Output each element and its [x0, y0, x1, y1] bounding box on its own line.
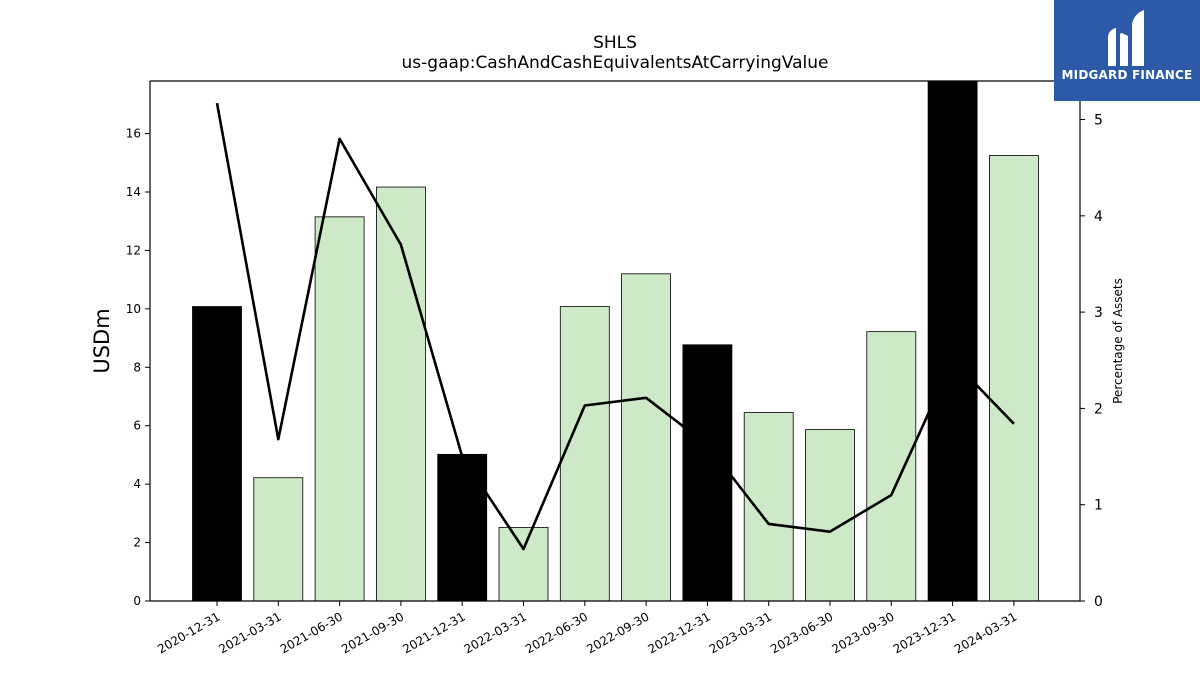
bars-group	[192, 80, 1039, 602]
bar	[989, 155, 1039, 602]
x-tick-label: 2020-12-31	[155, 609, 222, 656]
bar	[498, 526, 549, 602]
y2-tick-label: 4	[1094, 209, 1103, 225]
y2-tick-label: 3	[1094, 305, 1103, 321]
bar	[437, 453, 488, 602]
bar	[743, 412, 794, 602]
y-tick-label: 0	[133, 594, 141, 608]
bar	[682, 344, 733, 602]
y-tick-label: 2	[133, 536, 141, 550]
y2-tick-label: 0	[1094, 594, 1103, 610]
y-tick-label: 6	[133, 419, 141, 433]
bar	[192, 306, 242, 602]
x-tick-label: 2024-03-31	[952, 609, 1019, 656]
x-tick-label: 2023-09-30	[829, 609, 896, 656]
x-tick-label: 2021-06-30	[278, 609, 345, 656]
bar	[805, 429, 855, 602]
y-tick-label: 12	[126, 243, 141, 257]
bar	[314, 216, 365, 602]
y-tick-label: 10	[126, 302, 141, 316]
x-tick-label: 2023-12-31	[891, 609, 958, 656]
y2-axis-label: Percentage of Assets	[1111, 278, 1125, 404]
y-tick-label: 16	[126, 127, 141, 141]
chart-subtitle: us-gaap:CashAndCashEquivalentsAtCarrying…	[402, 53, 829, 73]
x-tick-label: 2021-03-31	[216, 609, 283, 656]
y2-tick-label: 5	[1094, 113, 1103, 129]
chart-title: SHLS	[593, 33, 637, 53]
bar	[253, 477, 304, 602]
y-tick-label: 4	[133, 477, 141, 491]
y-tick-label: 8	[133, 360, 141, 374]
line-group	[215, 102, 1015, 551]
x-tick-label: 2021-09-30	[339, 609, 406, 656]
x-tick-label: 2022-06-30	[523, 609, 590, 656]
midgard-finance-logo: MIDGARD FINANCE	[1054, 0, 1200, 101]
bar	[866, 331, 917, 602]
x-tick-label: 2022-03-31	[462, 609, 529, 656]
midgard-logo-icon	[1108, 10, 1144, 66]
y2-tick-label: 2	[1094, 401, 1103, 417]
y-tick-label: 14	[126, 185, 141, 199]
bar	[375, 186, 426, 602]
logo-text: MIDGARD FINANCE	[1061, 68, 1193, 82]
x-tick-label: 2023-06-30	[768, 609, 835, 656]
bar	[621, 273, 671, 602]
y2-tick-label: 1	[1094, 498, 1103, 514]
series-line	[215, 102, 1015, 551]
bar	[559, 306, 610, 602]
x-tick-label: 2021-12-31	[400, 609, 467, 656]
y-axis-label: USDm	[90, 308, 114, 373]
x-tick-label: 2022-12-31	[645, 609, 712, 656]
x-tick-label: 2022-09-30	[584, 609, 651, 656]
x-tick-label: 2023-03-31	[707, 609, 774, 656]
bar	[927, 80, 978, 602]
